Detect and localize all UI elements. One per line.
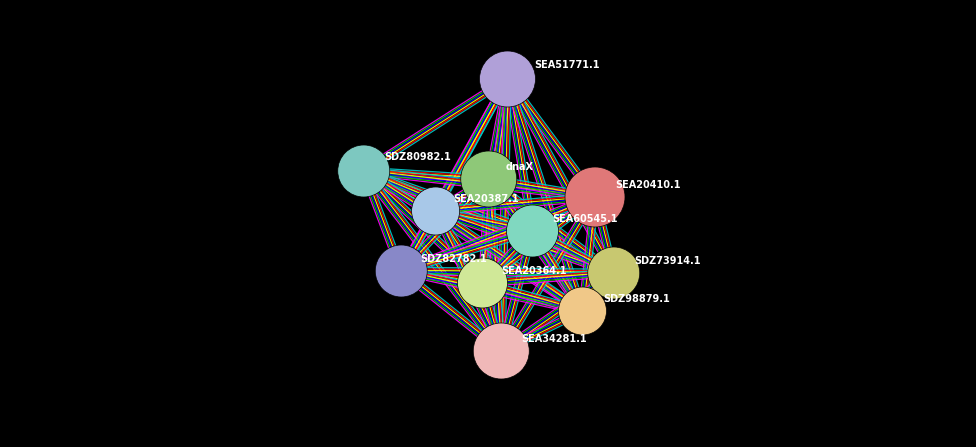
Text: SDZ73914.1: SDZ73914.1 bbox=[634, 256, 701, 266]
Circle shape bbox=[458, 258, 508, 308]
Text: SDZ80982.1: SDZ80982.1 bbox=[385, 152, 451, 162]
Text: SEA51771.1: SEA51771.1 bbox=[534, 60, 600, 70]
Text: SEA60545.1: SEA60545.1 bbox=[552, 214, 618, 224]
Text: SDZ82782.1: SDZ82782.1 bbox=[420, 254, 487, 264]
Circle shape bbox=[338, 145, 389, 197]
Text: SEA34281.1: SEA34281.1 bbox=[521, 334, 587, 344]
Circle shape bbox=[588, 247, 639, 299]
Circle shape bbox=[479, 51, 536, 107]
Circle shape bbox=[507, 205, 558, 257]
Circle shape bbox=[565, 167, 625, 227]
Text: dnaX: dnaX bbox=[506, 162, 533, 172]
Circle shape bbox=[412, 187, 460, 235]
Text: SDZ98879.1: SDZ98879.1 bbox=[603, 294, 670, 304]
Circle shape bbox=[558, 287, 606, 335]
Circle shape bbox=[375, 245, 427, 297]
Circle shape bbox=[461, 151, 516, 207]
Text: SEA20364.1: SEA20364.1 bbox=[501, 266, 566, 276]
Text: SEA20410.1: SEA20410.1 bbox=[616, 180, 681, 190]
Text: SEA20387.1: SEA20387.1 bbox=[453, 194, 519, 204]
Circle shape bbox=[473, 323, 529, 379]
